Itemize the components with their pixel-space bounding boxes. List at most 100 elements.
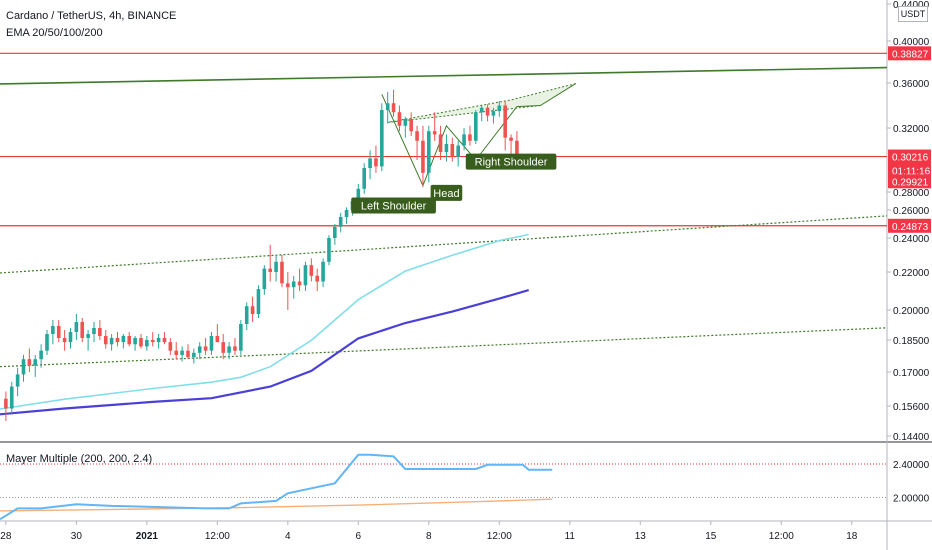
candle-42[interactable]: [250, 296, 255, 322]
candle-32[interactable]: [192, 348, 196, 364]
candle-75[interactable]: [444, 134, 449, 162]
candle-19[interactable]: [115, 332, 120, 347]
candle-22[interactable]: [133, 336, 137, 351]
candle-36[interactable]: [215, 324, 220, 343]
candle-71[interactable]: [421, 125, 425, 188]
candle-69[interactable]: [409, 112, 413, 136]
candle-83[interactable]: [491, 107, 496, 124]
candle-5[interactable]: [33, 354, 38, 377]
candle-21[interactable]: [127, 332, 132, 347]
candle-0[interactable]: [4, 391, 8, 421]
candle-18[interactable]: [109, 334, 114, 351]
pattern-label-2[interactable]: Right Shoulder: [465, 153, 557, 170]
candle-29[interactable]: [174, 342, 179, 360]
candle-24[interactable]: [145, 336, 149, 351]
candle-28[interactable]: [168, 338, 173, 355]
candle-3[interactable]: [21, 354, 26, 382]
candle-67[interactable]: [397, 105, 402, 132]
candle-70[interactable]: [415, 125, 419, 160]
candle-78[interactable]: [462, 128, 466, 151]
candle-61[interactable]: [362, 163, 366, 194]
candle-39[interactable]: [233, 338, 237, 355]
candle-80[interactable]: [474, 110, 478, 144]
candle-40[interactable]: [239, 320, 243, 355]
candle-11[interactable]: [68, 328, 73, 349]
candle-7[interactable]: [45, 330, 49, 355]
mayer-multiple-line[interactable]: [0, 453, 553, 521]
price-tag-1[interactable]: 0.30216: [888, 149, 931, 164]
price-tag-3[interactable]: 0.29921: [888, 174, 931, 189]
price-pane[interactable]: [0, 0, 887, 441]
candle-4[interactable]: [27, 348, 32, 372]
candle-74[interactable]: [438, 125, 443, 160]
candle-14[interactable]: [86, 330, 90, 351]
candle-10[interactable]: [62, 330, 67, 351]
candle-77[interactable]: [456, 140, 460, 167]
candle-31[interactable]: [186, 344, 190, 360]
candle-82[interactable]: [485, 104, 490, 122]
pattern-label-0[interactable]: Left Shoulder: [351, 197, 436, 214]
candle-9[interactable]: [56, 320, 61, 343]
candle-1[interactable]: [9, 381, 14, 414]
candle-63[interactable]: [374, 145, 378, 173]
candle-17[interactable]: [103, 330, 108, 349]
candle-79[interactable]: [468, 125, 472, 146]
currency-box[interactable]: USDT: [898, 6, 928, 22]
candle-49[interactable]: [291, 275, 296, 299]
candle-81[interactable]: [479, 105, 484, 122]
candle-45[interactable]: [268, 244, 273, 282]
candle-52[interactable]: [309, 258, 314, 282]
indicator-pane[interactable]: [0, 443, 887, 521]
candle-37[interactable]: [221, 334, 226, 360]
candle-23[interactable]: [139, 334, 143, 349]
candle-72[interactable]: [427, 125, 431, 183]
candle-55[interactable]: [327, 235, 331, 266]
candle-16[interactable]: [98, 320, 102, 340]
candle-51[interactable]: [303, 261, 308, 291]
candle-12[interactable]: [74, 314, 79, 340]
candle-53[interactable]: [315, 268, 320, 291]
candle-6[interactable]: [39, 344, 43, 368]
candle-43[interactable]: [256, 285, 261, 318]
candle-35[interactable]: [209, 332, 214, 355]
candle-66[interactable]: [391, 89, 396, 117]
candle-26[interactable]: [156, 334, 161, 349]
pattern-label-1[interactable]: Head: [430, 184, 463, 201]
candle-34[interactable]: [203, 338, 208, 355]
candle-8[interactable]: [51, 320, 55, 345]
candle-62[interactable]: [368, 150, 372, 180]
candle-50[interactable]: [297, 268, 302, 291]
candle-20[interactable]: [121, 334, 126, 349]
wedge-border[interactable]: [387, 83, 576, 123]
candle-56[interactable]: [333, 224, 337, 245]
candle-64[interactable]: [380, 103, 384, 172]
candle-41[interactable]: [244, 302, 249, 330]
candle-46[interactable]: [274, 255, 278, 282]
price-tag-0[interactable]: 0.38827: [888, 46, 931, 61]
candle-2[interactable]: [15, 367, 20, 397]
candle-65[interactable]: [385, 92, 390, 124]
candle-85[interactable]: [503, 101, 507, 151]
candle-84[interactable]: [497, 101, 502, 117]
candle-13[interactable]: [80, 318, 85, 343]
candle-15[interactable]: [92, 322, 96, 343]
candle-68[interactable]: [403, 116, 408, 138]
candle-57[interactable]: [338, 212, 343, 233]
candle-54[interactable]: [321, 258, 325, 288]
candle-76[interactable]: [450, 137, 455, 162]
trend-line-0[interactable]: [0, 66, 888, 85]
candle-27[interactable]: [162, 332, 167, 345]
mayer-ratio-line[interactable]: [0, 498, 553, 512]
candle-38[interactable]: [227, 342, 231, 360]
trend-line-1[interactable]: [0, 215, 888, 274]
candle-44[interactable]: [262, 265, 267, 295]
candle-73[interactable]: [432, 112, 437, 141]
candle-33[interactable]: [197, 342, 202, 360]
ema-line-1[interactable]: [0, 289, 530, 416]
ema-line-0[interactable]: [0, 233, 529, 410]
candle-48[interactable]: [286, 272, 290, 310]
candle-30[interactable]: [180, 346, 184, 362]
candle-25[interactable]: [150, 332, 155, 347]
candle-47[interactable]: [280, 255, 284, 288]
